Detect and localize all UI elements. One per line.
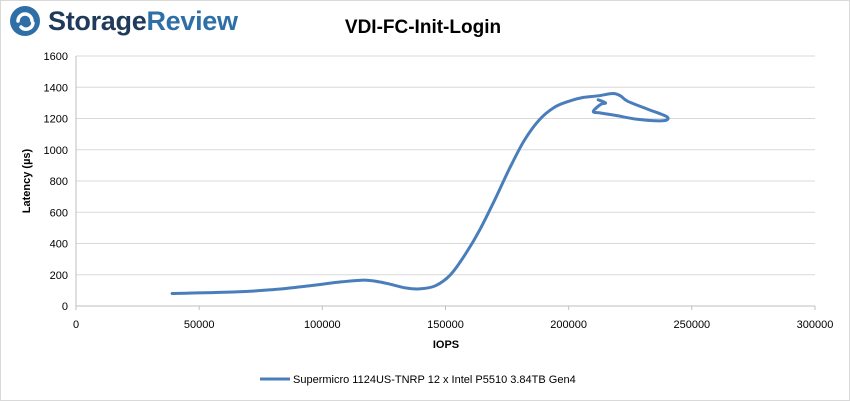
y-tick-label: 600 — [50, 207, 68, 219]
brand-name: StorageReview — [48, 6, 238, 37]
storagereview-logo: StorageReview — [8, 4, 238, 38]
brand-name-part2: Review — [146, 5, 238, 36]
legend: Supermicro 1124US-TNRP 12 x Intel P5510 … — [260, 374, 576, 386]
y-tick-label: 200 — [50, 270, 68, 282]
storagereview-logo-icon — [10, 6, 40, 36]
x-tick-labels: 0 50000 100000 150000 200000 250000 300000 — [73, 306, 833, 331]
x-tick-label: 0 — [73, 319, 79, 331]
brand-name-part1: Storage — [48, 5, 147, 36]
x-tick-label: 50000 — [184, 319, 215, 331]
y-tick-label: 1000 — [44, 145, 68, 157]
x-tick-label: 300000 — [797, 319, 834, 331]
legend-label: Supermicro 1124US-TNRP 12 x Intel P5510 … — [293, 374, 576, 386]
x-tick-label: 250000 — [673, 319, 710, 331]
chart-title: VDI-FC-Init-Login — [345, 17, 501, 38]
x-axis-title: IOPS — [433, 339, 459, 351]
y-tick-label: 1400 — [44, 82, 68, 94]
y-tick-labels: 0 200 400 600 800 1000 1200 1400 1600 — [44, 51, 68, 313]
y-tick-label: 800 — [50, 176, 68, 188]
x-tick-label: 100000 — [304, 319, 341, 331]
y-tick-label: 400 — [50, 239, 68, 251]
y-tick-label: 0 — [62, 301, 68, 313]
series-line — [170, 92, 670, 295]
y-axis-title: Latency (µs) — [21, 148, 33, 213]
gridlines — [76, 55, 815, 276]
x-tick-label: 200000 — [550, 319, 587, 331]
x-tick-label: 150000 — [427, 319, 464, 331]
y-tick-label: 1200 — [44, 114, 68, 126]
y-tick-label: 1600 — [44, 51, 68, 63]
